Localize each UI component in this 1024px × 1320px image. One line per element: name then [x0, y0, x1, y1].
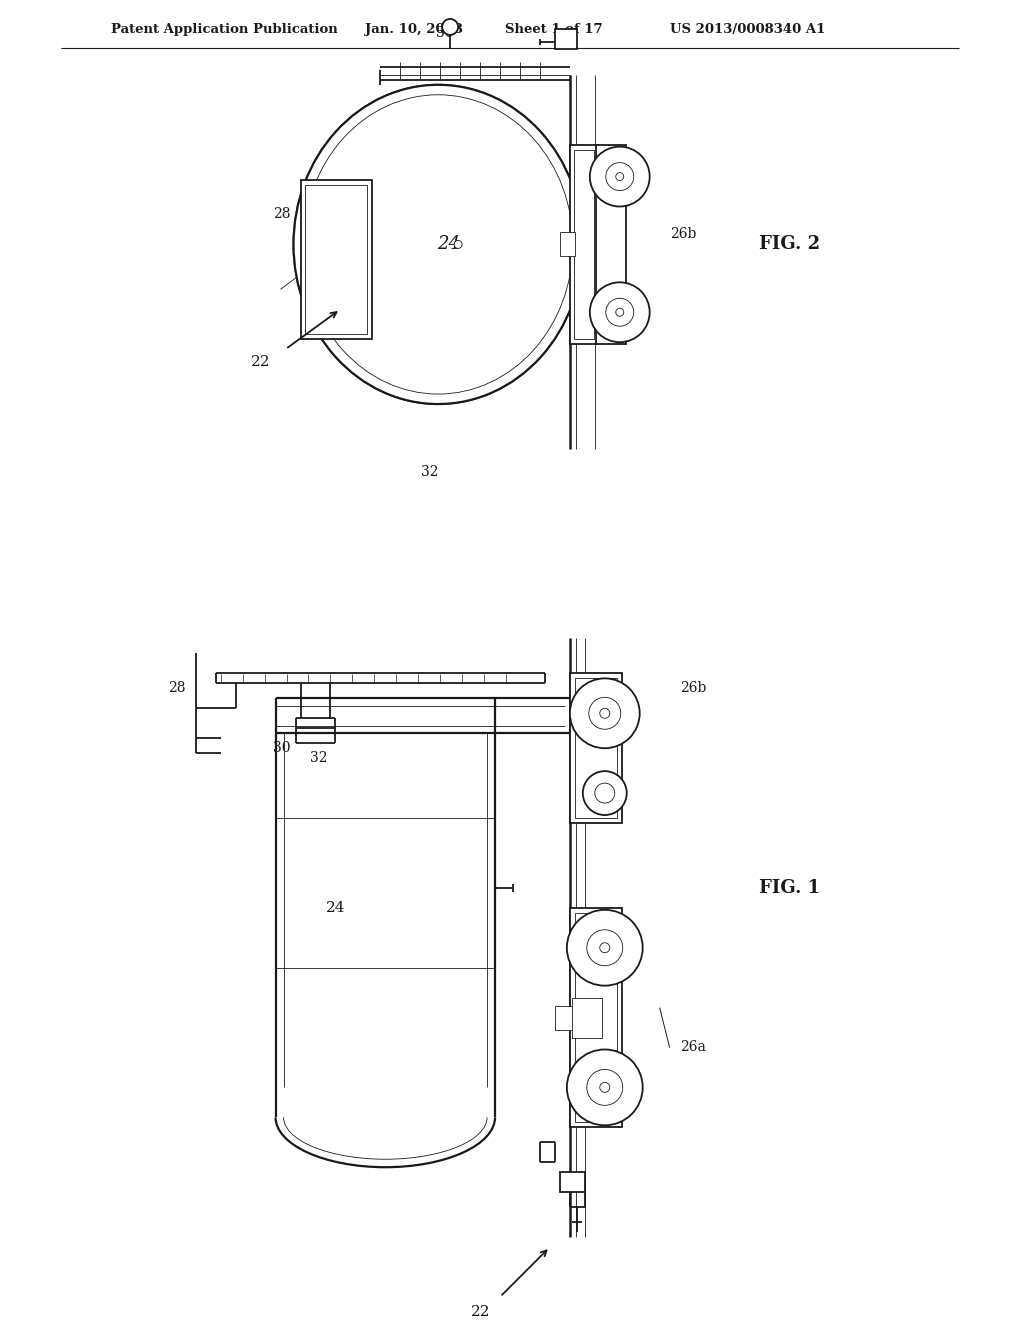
Text: 22: 22 [471, 1305, 490, 1319]
Bar [570, 673, 622, 824]
Text: US 2013/0008340 A1: US 2013/0008340 A1 [670, 24, 825, 37]
Text: Sheet 1 of 17: Sheet 1 of 17 [505, 24, 603, 37]
Circle shape [587, 929, 623, 966]
Bar [555, 1006, 572, 1030]
Text: FIG. 2: FIG. 2 [759, 235, 820, 253]
Text: 28: 28 [273, 207, 291, 222]
Circle shape [606, 298, 634, 326]
Circle shape [587, 1069, 623, 1105]
Text: FIG. 1: FIG. 1 [759, 879, 820, 896]
Circle shape [454, 240, 462, 248]
Bar [555, 29, 577, 49]
Circle shape [606, 162, 634, 190]
Circle shape [600, 709, 609, 718]
Text: 22: 22 [251, 355, 270, 370]
Circle shape [567, 1049, 643, 1126]
Text: 24: 24 [326, 900, 345, 915]
Text: 26b: 26b [680, 681, 706, 696]
Text: 26b: 26b [670, 227, 696, 242]
Circle shape [590, 147, 649, 206]
Circle shape [590, 282, 649, 342]
Text: 26a: 26a [680, 1040, 706, 1055]
Circle shape [442, 18, 458, 34]
Bar [573, 149, 594, 339]
Circle shape [570, 678, 640, 748]
Circle shape [589, 697, 621, 729]
Bar [305, 185, 368, 334]
Bar [562, 205, 573, 214]
Circle shape [595, 783, 614, 803]
Circle shape [567, 909, 643, 986]
Text: Patent Application Publication: Patent Application Publication [111, 24, 338, 37]
Bar [570, 145, 598, 345]
Ellipse shape [294, 84, 583, 404]
Bar [574, 678, 616, 818]
Circle shape [615, 309, 624, 317]
Text: 32: 32 [310, 751, 328, 766]
Ellipse shape [303, 95, 572, 395]
Bar [560, 232, 574, 256]
Text: Jan. 10, 2013: Jan. 10, 2013 [366, 24, 463, 37]
Text: 24: 24 [436, 235, 460, 253]
Bar [571, 998, 602, 1038]
Circle shape [583, 771, 627, 814]
Bar [570, 908, 622, 1127]
Bar [560, 1172, 585, 1192]
Text: 30: 30 [436, 26, 454, 40]
Text: 32: 32 [422, 465, 439, 479]
Bar [574, 913, 616, 1122]
Bar [562, 244, 573, 255]
Text: 28: 28 [168, 681, 185, 696]
Text: 30: 30 [273, 742, 291, 755]
Bar [596, 145, 626, 345]
Ellipse shape [294, 84, 583, 404]
Bar [300, 180, 373, 339]
Bar [562, 224, 573, 235]
Circle shape [600, 1082, 609, 1093]
Circle shape [615, 173, 624, 181]
Circle shape [600, 942, 609, 953]
